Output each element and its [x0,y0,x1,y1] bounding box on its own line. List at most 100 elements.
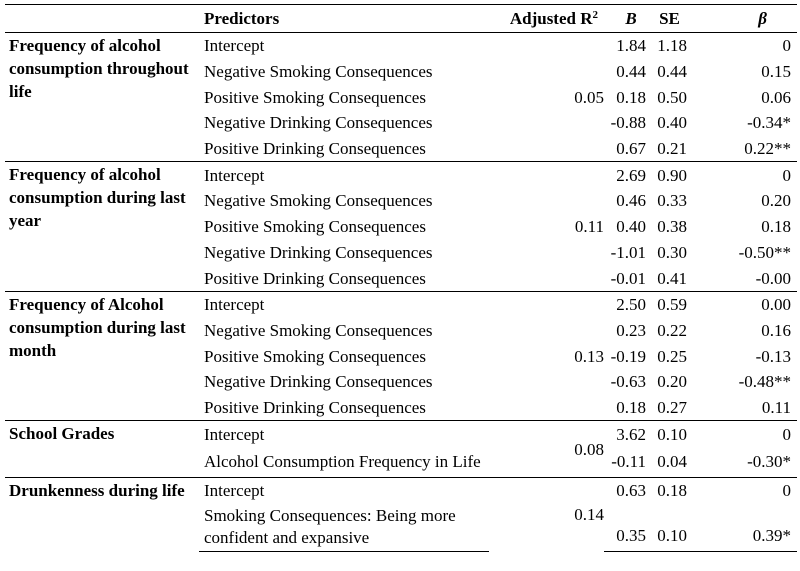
beta-cell: -0.50** [738,242,791,262]
table-row: Positive Smoking Consequences -0.19 0.25 -0… [5,343,797,369]
beta-cell: 0 [690,161,797,189]
table-row: Positive Smoking Consequences 0.40 0.38 0.1… [5,214,797,240]
se-cell: 0.33 [657,191,687,211]
beta-cell: 0.20 [761,191,791,211]
beta-cell: 0.15 [761,62,791,82]
beta-cell: 0.18 [761,217,791,237]
beta-cell: -0.00 [755,268,791,288]
b-cell: 0.44 [616,62,646,82]
b-cell: -1.01 [610,242,646,262]
predictor-cell: Intercept [199,290,489,318]
table-row: Frequency of alcohol consumption through… [5,31,797,162]
table-row: Drunkenness during life Intercept 0.14 0.63… [5,476,797,552]
b-cell: -0.01 [610,268,646,288]
adjusted-r2-cell: 0.13 [489,290,604,421]
beta-cell: -0.13 [755,346,791,366]
predictor-cell: Smoking Consequences: Being more confide… [199,503,489,553]
se-cell: 0.21 [657,139,687,159]
table-row: Positive Drinking Consequences 0.67 0.21 0.… [5,136,797,162]
se-cell: 0.59 [649,290,690,318]
beta-cell: 0 [690,31,797,59]
beta-cell: 0.39* [690,503,797,553]
header-adjusted-r2-superscript: 2 [592,9,599,21]
predictor-cell: Negative Smoking Consequences [204,62,433,82]
beta-cell: -0.34* [747,113,791,133]
beta-cell: 0 [690,420,797,447]
se-cell: 0.20 [657,372,687,392]
header-beta: β [690,4,797,33]
se-cell: 0.10 [649,420,690,447]
table-row: Positive Drinking Consequences 0.18 0.27 0.… [5,395,797,421]
b-cell: 0.18 [616,87,646,107]
beta-cell: 0 [690,476,797,504]
b-cell: 1.84 [604,31,649,59]
table-row: Negative Smoking Consequences 0.44 0.44 0.1… [5,59,797,85]
group-label: Frequency of alcohol consumption through… [5,31,199,162]
se-cell: 1.18 [649,31,690,59]
predictor-cell: Alcohol Consumption Frequency in Life [204,451,481,471]
predictor-cell: Negative Drinking Consequences [204,113,433,133]
table-row: Negative Drinking Consequences -0.88 0.40 -… [5,110,797,136]
se-cell: 0.10 [649,503,690,553]
b-cell: 2.50 [604,290,649,318]
se-cell: 0.18 [649,476,690,504]
adjusted-r2-cell: 0.05 [489,31,604,162]
b-cell: 0.67 [616,139,646,159]
header-predictors: Predictors [199,4,489,33]
adjusted-r2-cell: 0.14 [489,476,604,552]
b-cell: -0.19 [610,346,646,366]
regression-table: Predictors Adjusted R2 B SE β Frequency … [5,4,797,553]
b-cell: 0.40 [616,217,646,237]
table-row: Frequency of Alcohol consumption during … [5,290,797,421]
beta-cell: 0.00 [690,290,797,318]
beta-cell: 0.06 [761,87,791,107]
header-se: SE [649,4,690,33]
se-cell: 0.25 [657,346,687,366]
predictor-cell: Intercept [199,476,489,504]
predictor-cell: Positive Drinking Consequences [204,139,426,159]
se-cell: 0.04 [657,451,687,471]
se-cell: 0.30 [657,242,687,262]
table-row: Smoking Consequences: Being more confide… [5,503,797,553]
predictor-cell: Positive Smoking Consequences [204,87,426,107]
predictor-cell: Negative Drinking Consequences [204,372,433,392]
b-cell: -0.63 [610,372,646,392]
predictor-cell: Positive Smoking Consequences [204,346,426,366]
se-cell: 0.44 [657,62,687,82]
b-cell: 2.69 [604,161,649,189]
b-cell: 3.62 [604,420,649,447]
table-row: Negative Drinking Consequences -1.01 0.30 -… [5,240,797,266]
predictor-cell: Intercept [199,420,489,447]
beta-cell: 0.22** [744,139,791,159]
predictor-cell: Negative Smoking Consequences [204,191,433,211]
table-row: Positive Smoking Consequences 0.18 0.50 0.0… [5,84,797,110]
predictor-cell: Negative Drinking Consequences [204,242,433,262]
b-cell: 0.63 [604,476,649,504]
table-row: Negative Smoking Consequences 0.46 0.33 0.2… [5,188,797,214]
b-cell: -0.11 [611,451,646,471]
se-cell: 0.41 [657,268,687,288]
header-row: Predictors Adjusted R2 B SE β [5,4,797,33]
predictor-cell: Positive Drinking Consequences [204,397,426,417]
group-label: Frequency of Alcohol consumption during … [5,290,199,421]
beta-cell: 0.16 [761,320,791,340]
header-group [5,4,199,33]
beta-cell: 0.11 [761,397,791,417]
predictor-cell: Positive Smoking Consequences [204,217,426,237]
header-adjusted-r2: Adjusted R2 [489,4,604,33]
table-row: Negative Drinking Consequences -0.63 0.20 -… [5,369,797,395]
table-row: School Grades Intercept 0.08 3.62 0.10 0 [5,420,797,478]
b-cell: 0.35 [604,503,649,553]
predictor-cell: Negative Smoking Consequences [204,320,433,340]
table-row: Positive Drinking Consequences -0.01 0.41 -… [5,265,797,291]
predictor-cell: Intercept [199,161,489,189]
adjusted-r2-cell: 0.11 [489,161,604,292]
header-b: B [604,4,649,33]
se-cell: 0.90 [649,161,690,189]
group-label: School Grades [5,420,199,478]
beta-cell: -0.48** [738,372,791,392]
table-row: Alcohol Consumption Frequency in Life -0.… [5,447,797,477]
table-row: Negative Smoking Consequences 0.23 0.22 0.1… [5,318,797,344]
b-cell: 0.23 [616,320,646,340]
